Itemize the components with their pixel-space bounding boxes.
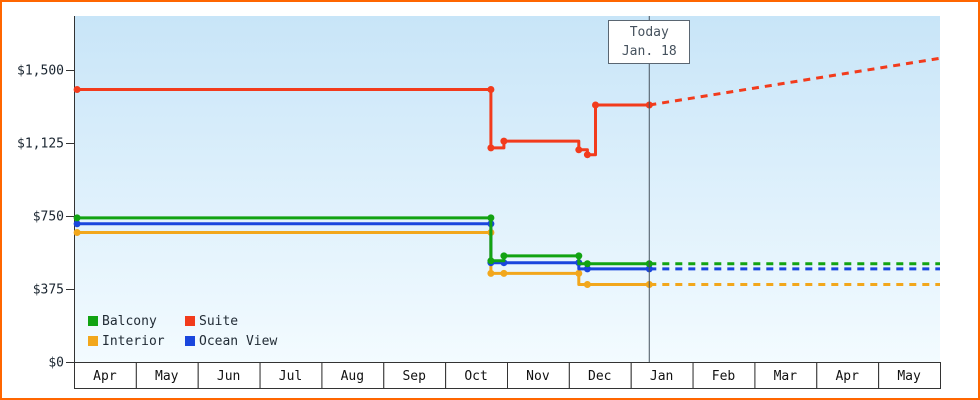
legend-label-suite: Suite	[199, 313, 239, 329]
series-marker-interior	[583, 281, 591, 288]
series-marker-ocean-view	[73, 220, 81, 228]
legend-swatch-suite	[185, 316, 195, 326]
y-axis-label: $750	[33, 210, 64, 225]
series-marker-suite	[73, 86, 81, 93]
x-axis-month-cell	[445, 362, 508, 389]
series-marker-balcony	[575, 252, 583, 260]
today-date: Jan. 18	[621, 44, 677, 59]
legend-label-ocean-view: Ocean View	[199, 333, 278, 349]
series-marker-balcony	[487, 214, 495, 222]
x-axis-month-label: Jun	[217, 369, 240, 384]
today-title: Today	[629, 25, 669, 40]
x-axis-month-label: Apr	[93, 369, 117, 384]
x-axis-month-label: Nov	[526, 369, 550, 384]
x-axis-month-cell	[630, 362, 694, 389]
series-line-suite	[77, 88, 650, 157]
x-axis-month-label: May	[155, 369, 179, 384]
x-axis-month-label: Dec	[588, 369, 611, 384]
x-axis-month-cell	[74, 362, 137, 389]
series-marker-suite	[500, 137, 508, 145]
x-axis-month-label: Apr	[835, 369, 859, 384]
x-axis-month-cell	[197, 362, 261, 389]
x-axis-month-label: Aug	[341, 369, 364, 384]
x-axis-month-label: Jan	[650, 369, 673, 384]
x-axis-month-label: Sep	[402, 369, 426, 384]
series-marker-ocean-view	[583, 265, 591, 273]
series-marker-suite	[487, 86, 495, 93]
series-marker-balcony	[487, 257, 495, 265]
series-marker-suite	[583, 151, 591, 159]
legend-swatch-balcony	[88, 316, 98, 326]
series-marker-balcony	[73, 214, 81, 222]
x-axis-month-cell	[135, 362, 199, 389]
series-forecast-suite	[649, 56, 941, 107]
x-axis-month-cell	[878, 362, 942, 389]
series-marker-balcony	[583, 260, 591, 268]
legend-label-interior: Interior	[102, 333, 165, 349]
series-marker-interior	[73, 229, 81, 236]
x-axis-month-label: Mar	[774, 369, 798, 384]
series-marker-suite	[575, 146, 583, 154]
legend-swatch-interior	[88, 336, 98, 346]
today-box: Today Jan. 18	[608, 20, 691, 64]
legend-item-balcony: Balcony	[88, 314, 185, 329]
series-marker-balcony	[500, 252, 508, 260]
legend: Balcony Suite Interior Ocean View	[88, 311, 335, 351]
y-axis-label: $0	[48, 356, 64, 371]
series-marker-suite	[592, 101, 599, 109]
x-axis-month-cell	[507, 362, 570, 389]
x-axis-month-label: Feb	[712, 369, 736, 384]
y-axis-label: $375	[33, 283, 64, 298]
series-marker-interior	[487, 269, 495, 277]
x-axis-month-label: Jul	[279, 369, 302, 384]
x-axis-month-label: May	[897, 369, 921, 384]
plot-area	[74, 16, 940, 362]
legend-label-balcony: Balcony	[102, 313, 157, 329]
legend-item-ocean-view: Ocean View	[185, 334, 335, 349]
series-marker-interior	[500, 269, 508, 277]
x-axis-month-cell	[816, 362, 880, 389]
series-marker-interior	[575, 269, 583, 277]
legend-swatch-ocean-view	[185, 336, 195, 346]
y-axis-label: $1,500	[17, 64, 64, 79]
legend-item-suite: Suite	[185, 314, 335, 329]
x-axis-month-cell	[692, 362, 756, 389]
legend-item-interior: Interior	[88, 334, 185, 349]
x-axis-month-label: Oct	[464, 369, 487, 384]
x-axis-month-cell	[383, 362, 447, 389]
series-marker-suite	[487, 144, 495, 152]
y-axis-label: $1,125	[17, 137, 64, 152]
x-axis-month-cell	[754, 362, 818, 389]
